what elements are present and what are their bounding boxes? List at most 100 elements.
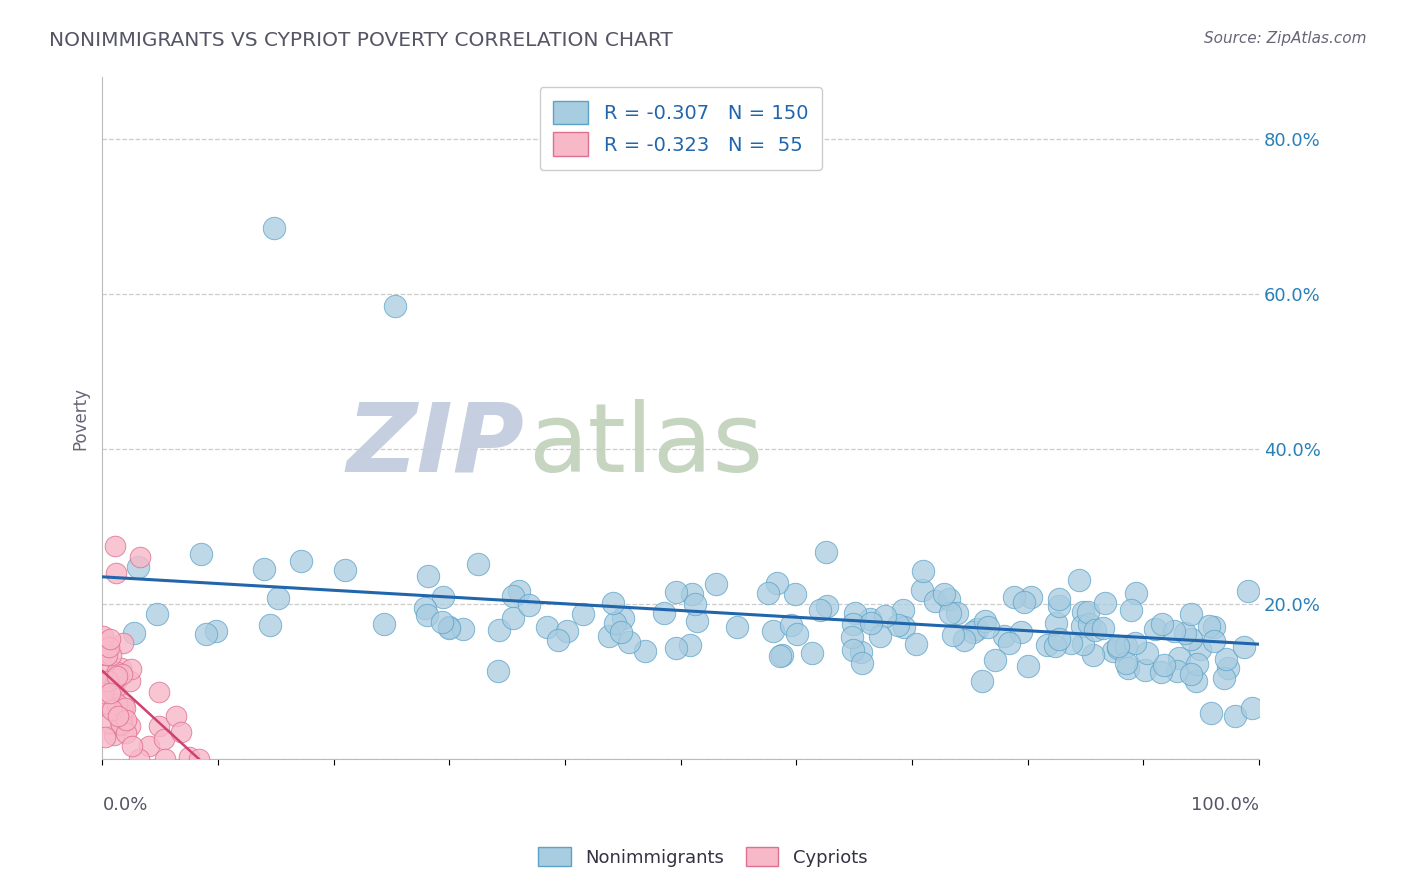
- Point: [859, 612, 882, 626]
- Point: [105, 668, 128, 682]
- Point: [1071, 605, 1094, 619]
- Legend: Nonimmigrants, Cypriots: Nonimmigrants, Cypriots: [531, 840, 875, 874]
- Point: [91, 629, 114, 643]
- Point: [267, 591, 290, 605]
- Point: [98, 716, 121, 731]
- Point: [146, 607, 169, 621]
- Point: [486, 665, 509, 679]
- Point: [962, 625, 984, 640]
- Point: [1047, 599, 1070, 613]
- Point: [111, 636, 134, 650]
- Point: [1083, 648, 1105, 662]
- Point: [547, 633, 569, 648]
- Point: [96, 648, 118, 662]
- Point: [912, 564, 935, 578]
- Point: [373, 616, 395, 631]
- Point: [1223, 709, 1246, 723]
- Point: [1216, 661, 1239, 675]
- Point: [91, 667, 114, 681]
- Point: [107, 709, 129, 723]
- Point: [1133, 663, 1156, 677]
- Point: [924, 594, 946, 608]
- Point: [808, 603, 831, 617]
- Point: [105, 673, 128, 687]
- Point: [165, 709, 187, 723]
- Point: [430, 615, 453, 629]
- Point: [1123, 636, 1146, 650]
- Point: [502, 589, 524, 603]
- Point: [1077, 605, 1099, 619]
- Point: [779, 618, 801, 632]
- Point: [932, 587, 955, 601]
- Point: [1107, 639, 1129, 653]
- Point: [769, 648, 792, 663]
- Point: [1092, 622, 1115, 636]
- Point: [1094, 596, 1116, 610]
- Point: [194, 626, 217, 640]
- Point: [786, 626, 808, 640]
- Point: [1125, 585, 1147, 599]
- Text: 0.0%: 0.0%: [103, 797, 148, 814]
- Point: [93, 686, 115, 700]
- Point: [1019, 590, 1042, 604]
- Point: [815, 599, 838, 613]
- Point: [98, 686, 121, 700]
- Point: [101, 703, 124, 717]
- Point: [290, 554, 312, 568]
- Point: [571, 607, 593, 622]
- Point: [105, 665, 128, 679]
- Point: [1153, 657, 1175, 672]
- Point: [1071, 637, 1094, 651]
- Point: [108, 718, 131, 732]
- Point: [127, 560, 149, 574]
- Point: [103, 682, 125, 697]
- Point: [1017, 658, 1039, 673]
- Point: [1185, 657, 1208, 671]
- Point: [103, 728, 125, 742]
- Point: [602, 596, 624, 610]
- Point: [114, 701, 136, 715]
- Point: [111, 667, 134, 681]
- Point: [384, 299, 406, 313]
- Point: [891, 603, 914, 617]
- Point: [104, 696, 127, 710]
- Point: [952, 632, 974, 647]
- Point: [1010, 625, 1032, 640]
- Point: [138, 739, 160, 754]
- Point: [1047, 592, 1070, 607]
- Point: [416, 608, 439, 623]
- Point: [972, 674, 994, 689]
- Point: [100, 648, 122, 663]
- Point: [966, 622, 988, 636]
- Point: [187, 752, 209, 766]
- Point: [101, 681, 124, 695]
- Point: [1204, 620, 1226, 634]
- Text: NONIMMIGRANTS VS CYPRIOT POVERTY CORRELATION CHART: NONIMMIGRANTS VS CYPRIOT POVERTY CORRELA…: [49, 31, 673, 50]
- Legend: R = -0.307   N = 150, R = -0.323   N =  55: R = -0.307 N = 150, R = -0.323 N = 55: [540, 87, 823, 169]
- Point: [875, 608, 897, 623]
- Point: [770, 648, 793, 662]
- Point: [869, 629, 891, 643]
- Point: [1185, 674, 1208, 689]
- Text: Source: ZipAtlas.com: Source: ZipAtlas.com: [1204, 31, 1367, 46]
- Point: [91, 647, 114, 661]
- Point: [1215, 652, 1237, 666]
- Point: [1163, 624, 1185, 638]
- Point: [153, 752, 176, 766]
- Point: [983, 653, 1005, 667]
- Point: [437, 620, 460, 634]
- Point: [97, 674, 120, 689]
- Point: [610, 624, 633, 639]
- Point: [665, 584, 688, 599]
- Point: [1012, 595, 1035, 609]
- Point: [1212, 671, 1234, 685]
- Point: [148, 685, 170, 699]
- Point: [1241, 700, 1264, 714]
- Point: [115, 726, 138, 740]
- Point: [1202, 634, 1225, 648]
- Point: [756, 585, 779, 599]
- Point: [128, 752, 150, 766]
- Point: [508, 584, 530, 599]
- Point: [1237, 584, 1260, 599]
- Point: [841, 630, 863, 644]
